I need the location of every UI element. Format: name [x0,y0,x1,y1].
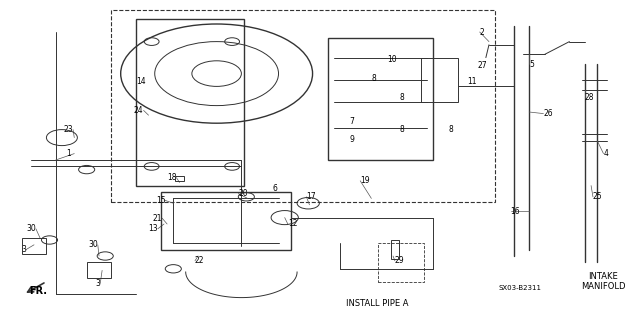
Text: 29: 29 [395,256,404,265]
Bar [21,238,47,254]
Text: 2: 2 [480,28,484,36]
Bar [136,19,245,186]
Text: 5: 5 [529,60,534,68]
Text: 26: 26 [543,109,553,118]
Bar [174,176,184,181]
Text: 15: 15 [156,196,166,204]
Text: 24: 24 [134,106,143,115]
Text: 8: 8 [399,93,404,102]
Text: 18: 18 [167,173,176,182]
Text: 30: 30 [26,224,36,233]
Text: 8: 8 [448,125,454,134]
Text: 20: 20 [238,189,248,198]
Bar [377,243,424,282]
Text: 10: 10 [387,55,396,64]
Text: 19: 19 [360,176,370,185]
Text: 25: 25 [593,192,603,201]
Text: 9: 9 [350,135,355,144]
Text: 14: 14 [136,77,145,86]
Bar [421,58,458,102]
Text: 17: 17 [306,192,316,201]
Text: 1: 1 [67,149,71,158]
Text: INSTALL PIPE A: INSTALL PIPE A [347,300,409,308]
Text: 7: 7 [350,117,355,126]
Text: 11: 11 [467,77,477,86]
Text: 30: 30 [88,240,97,249]
Text: 13: 13 [148,224,158,233]
Bar [328,38,433,160]
Text: 23: 23 [64,125,73,134]
Text: INTAKE
MANIFOLD: INTAKE MANIFOLD [581,272,626,291]
Text: 4: 4 [603,149,608,158]
Text: 22: 22 [195,256,204,265]
Bar [111,10,495,202]
Text: FR.: FR. [30,286,47,296]
Text: 21: 21 [153,214,162,223]
Text: 6: 6 [272,184,277,193]
Text: 3: 3 [21,245,26,254]
Text: 8: 8 [371,74,376,83]
Text: 27: 27 [478,61,487,70]
Text: 16: 16 [511,207,520,216]
Text: 28: 28 [585,93,594,102]
Text: 12: 12 [288,220,298,228]
Text: SX03-B2311: SX03-B2311 [498,285,542,291]
Text: 3: 3 [96,279,100,288]
Bar [391,240,399,259]
Text: 8: 8 [399,125,404,134]
Bar [87,262,111,278]
